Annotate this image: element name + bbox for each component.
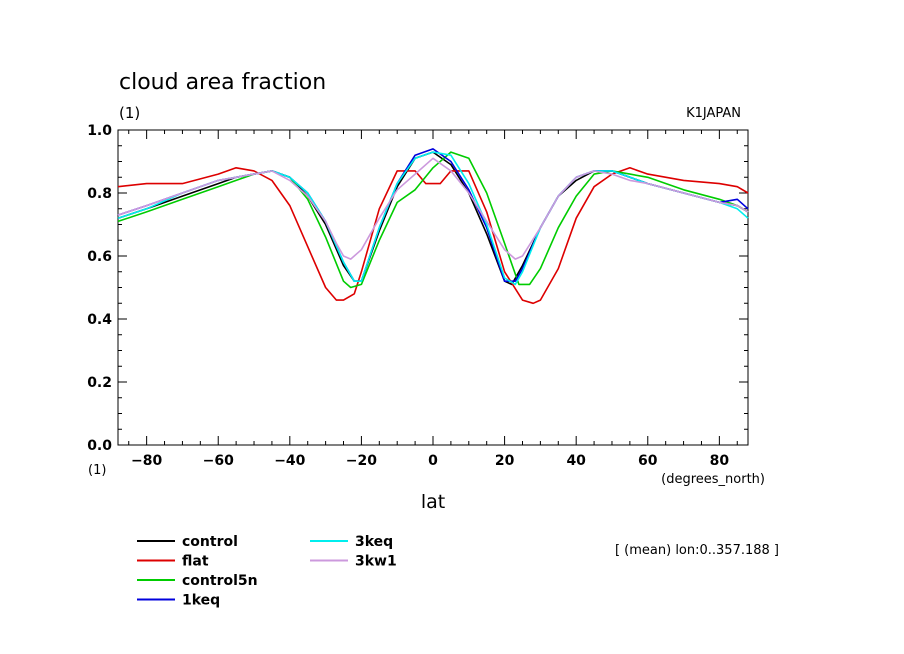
legend-label-control: control — [182, 534, 238, 550]
legend-label-3keq: 3keq — [355, 534, 393, 550]
x-tick-label: 20 — [495, 453, 515, 469]
legend-label-flat: flat — [182, 554, 209, 570]
y-tick-label: 0.0 — [87, 438, 112, 454]
series-lines — [117, 148, 749, 305]
y-tick-label: 0.4 — [87, 312, 112, 328]
x-unit-label: (degrees_north) — [661, 472, 765, 487]
x-tick-label: 40 — [566, 453, 586, 469]
x-tick-labels: −80 −60 −40 −20 0 20 40 60 80 — [131, 453, 729, 469]
axis-ticks — [118, 129, 748, 446]
x-tick-label: 60 — [638, 453, 658, 469]
series-line-3kw1 — [117, 157, 749, 260]
legend-label-control5n: control5n — [182, 573, 258, 589]
plot-area: 0.0 0.2 0.4 0.6 0.8 1.0 −80 −60 −40 −20 0 20 40 60 80 — [87, 123, 749, 469]
y-tick-labels: 0.0 0.2 0.4 0.6 0.8 1.0 — [87, 123, 112, 454]
plot-frame — [117, 129, 749, 446]
x-tick-label: −20 — [346, 453, 377, 469]
annotation-text: [ (mean) lon:0..357.188 ] — [615, 543, 779, 558]
x-tick-label: −40 — [274, 453, 305, 469]
legend-label-1keq: 1keq — [182, 593, 220, 609]
y-tick-label: 0.2 — [87, 375, 112, 391]
x-tick-label: −60 — [203, 453, 234, 469]
series-line-3keq — [117, 151, 749, 286]
legend: control flat control5n 1keq 3keq 3kw1 — [137, 534, 397, 609]
x-unit-corner-label: (1) — [88, 463, 106, 478]
chart-title: cloud area fraction — [119, 70, 326, 95]
y-unit-label: (1) — [119, 104, 140, 122]
x-tick-label: −80 — [131, 453, 162, 469]
series-line-flat — [117, 167, 749, 305]
x-tick-label: 80 — [710, 453, 730, 469]
y-tick-label: 0.8 — [87, 186, 112, 202]
y-tick-label: 1.0 — [87, 123, 112, 139]
series-line-control5n — [117, 151, 749, 289]
y-tick-label: 0.6 — [87, 249, 112, 265]
legend-label-3kw1: 3kw1 — [355, 554, 397, 570]
x-tick-label: 0 — [428, 453, 438, 469]
x-axis-label: lat — [421, 491, 445, 513]
series-line-control — [117, 151, 749, 286]
organization-label: K1JAPAN — [686, 106, 741, 121]
